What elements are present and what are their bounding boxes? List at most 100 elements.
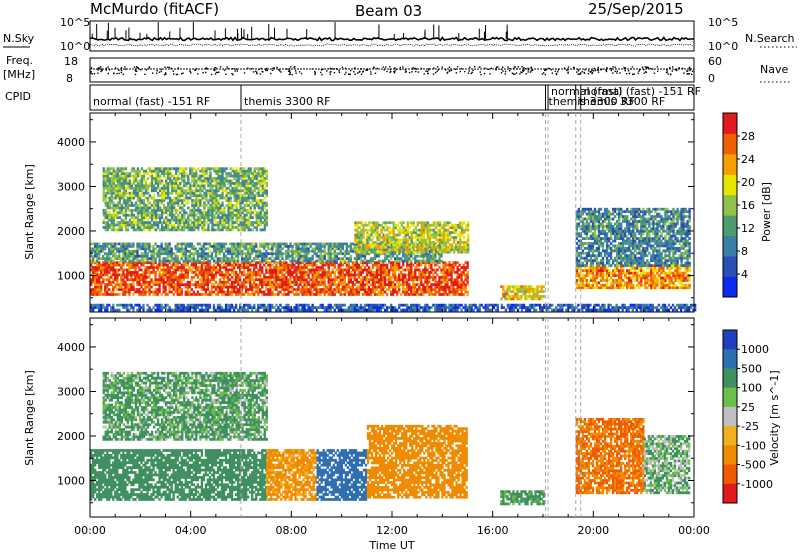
heatmap-cell (263, 257, 265, 260)
heatmap-cell (334, 278, 336, 281)
heatmap-cell (177, 175, 179, 178)
heatmap-cell (438, 286, 440, 289)
heatmap-cell (169, 177, 171, 180)
heatmap-cell (370, 276, 372, 279)
heatmap-cell (158, 278, 160, 281)
heatmap-cell (432, 288, 434, 291)
heatmap-cell (205, 273, 207, 276)
heatmap-cell (322, 288, 324, 291)
heatmap-cell (189, 214, 191, 217)
heatmap-cell (219, 211, 221, 214)
heatmap-cell (128, 288, 130, 291)
heatmap-cell (113, 219, 115, 222)
heatmap-cell (350, 257, 352, 260)
heatmap-cell (394, 252, 396, 255)
heatmap-cell (279, 291, 281, 294)
heatmap-cell (193, 226, 195, 229)
heatmap-cell (330, 281, 332, 284)
heatmap-cell (161, 187, 163, 190)
heatmap-cell (139, 187, 141, 190)
heatmap-cell (158, 283, 160, 286)
heatmap-cell (114, 276, 116, 279)
heatmap-cell (283, 283, 285, 286)
heatmap-cell (167, 293, 169, 296)
heatmap-cell (259, 273, 261, 276)
heatmap-cell (404, 293, 406, 296)
heatmap-cell (245, 281, 247, 284)
heatmap-cell (311, 286, 313, 289)
heatmap-cell (207, 202, 209, 205)
heatmap-cell (195, 260, 197, 263)
heatmap-cell (169, 255, 171, 258)
heatmap-cell (134, 250, 136, 253)
heatmap-cell (460, 266, 462, 269)
heatmap-cell (215, 224, 217, 227)
heatmap-cell (374, 276, 376, 279)
heatmap-cell (187, 180, 189, 183)
heatmap-cell (273, 271, 275, 274)
freq-point (544, 70, 545, 71)
heatmap-cell (318, 273, 320, 276)
freq-point (206, 67, 207, 68)
heatmap-cell (438, 266, 440, 269)
heatmap-cell (137, 219, 139, 222)
heatmap-cell (162, 288, 164, 291)
nsky-trace (90, 38, 694, 41)
heatmap-cell (259, 278, 261, 281)
heatmap-cell (309, 245, 311, 248)
heatmap-cell (156, 266, 158, 269)
heatmap-cell (96, 283, 98, 286)
heatmap-cell (219, 291, 221, 294)
heatmap-cell (115, 175, 117, 178)
heatmap-cell (207, 175, 209, 178)
heatmap-cell (129, 172, 131, 175)
freq-point (394, 67, 395, 68)
heatmap-cell (346, 266, 348, 269)
heatmap-cell (326, 252, 328, 255)
heatmap-cell (225, 199, 227, 202)
heatmap-cell (159, 177, 161, 180)
heatmap-cell (462, 273, 464, 276)
heatmap-cell (108, 269, 110, 272)
heatmap-cell (185, 271, 187, 274)
heatmap-cell (162, 264, 164, 267)
heatmap-cell (211, 221, 213, 224)
heatmap-cell (107, 184, 109, 187)
heatmap-cell (209, 199, 211, 202)
heatmap-cell (366, 264, 368, 267)
heatmap-cell (175, 167, 177, 170)
heatmap-cell (229, 189, 231, 192)
heatmap-cell (388, 281, 390, 284)
heatmap-cell (281, 247, 283, 250)
heatmap-cell (137, 184, 139, 187)
heatmap-cell (123, 180, 125, 183)
heatmap-cell (225, 216, 227, 219)
heatmap-cell (221, 197, 223, 200)
heatmap-cell (108, 260, 110, 263)
heatmap-cell (257, 286, 259, 289)
heatmap-cell (163, 219, 165, 222)
heatmap-cell (297, 283, 299, 286)
heatmap-cell (247, 271, 249, 274)
heatmap-cell (147, 167, 149, 170)
heatmap-cell (229, 293, 231, 296)
heatmap-cell (279, 245, 281, 248)
heatmap-cell (205, 189, 207, 192)
heatmap-cell (136, 278, 138, 281)
heatmap-cell (162, 271, 164, 274)
heatmap-cell (318, 243, 320, 246)
heatmap-cell (301, 276, 303, 279)
heatmap-cell (104, 286, 106, 289)
heatmap-cell (303, 264, 305, 267)
heatmap-cell (129, 182, 131, 185)
heatmap-cell (380, 273, 382, 276)
heatmap-cell (291, 245, 293, 248)
heatmap-cell (114, 286, 116, 289)
heatmap-cell (265, 276, 267, 279)
heatmap-cell (462, 286, 464, 289)
heatmap-cell (295, 278, 297, 281)
heatmap-cell (189, 219, 191, 222)
heatmap-cell (257, 273, 259, 276)
heatmap-cell (104, 288, 106, 291)
heatmap-cell (116, 281, 118, 284)
